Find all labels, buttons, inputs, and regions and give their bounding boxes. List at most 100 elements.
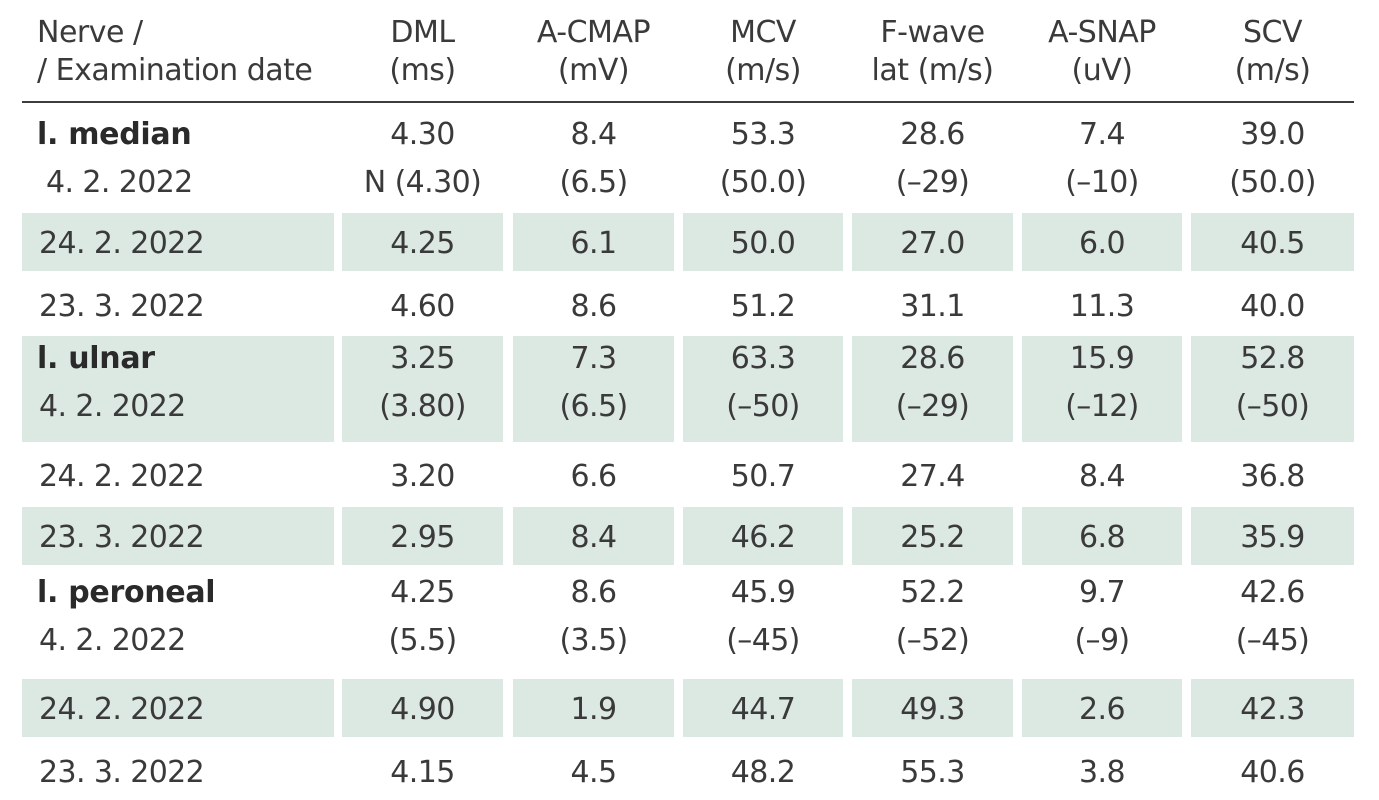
value-cell: 4.25 [390, 575, 455, 610]
nerve-name: l. peroneal [37, 575, 216, 610]
row-band-cell [1191, 679, 1354, 737]
value-cell: 9.7 [1079, 575, 1126, 610]
exam-date: 4. 2. 2022 [39, 623, 186, 658]
row-band-cell [22, 679, 334, 737]
header-cell: DML (ms) [342, 14, 503, 90]
value-cell: 2.95 [390, 520, 455, 555]
value-cell: 8.4 [570, 520, 618, 555]
reference-cell: (–10) [1065, 165, 1139, 200]
value-cell: 4.5 [570, 755, 618, 790]
row-band-cell [22, 213, 334, 271]
value-cell: 2.6 [1079, 692, 1126, 727]
row-band-cell [683, 679, 843, 737]
row-band-cell [683, 213, 843, 271]
value-cell: 31.1 [900, 289, 965, 324]
value-cell: 8.6 [570, 289, 618, 324]
reference-cell: (6.5) [559, 165, 628, 200]
row-band-cell [683, 336, 843, 442]
reference-cell: (–12) [1065, 389, 1139, 424]
value-cell: 3.20 [390, 459, 455, 494]
header-line-2: lat (m/s) [871, 53, 994, 88]
value-cell: 40.0 [1240, 289, 1305, 324]
header-cell: Nerve / / Examination date [37, 14, 337, 90]
exam-date: 4. 2. 2022 [39, 389, 186, 424]
header-cell: MCV (m/s) [683, 14, 843, 90]
value-cell: 7.4 [1079, 117, 1126, 152]
header-line-1: SCV [1242, 15, 1303, 50]
row-band-cell [342, 336, 503, 442]
value-cell: 44.7 [730, 692, 796, 727]
row-band-cell [342, 213, 503, 271]
reference-cell: (–29) [895, 389, 970, 424]
reference-cell: (3.5) [559, 623, 628, 658]
header-line-1: MCV [730, 15, 796, 50]
exam-date: 23. 3. 2022 [39, 755, 205, 790]
value-cell: 46.2 [730, 520, 796, 555]
header-line-2: (m/s) [1234, 53, 1311, 88]
value-cell: 4.60 [390, 289, 455, 324]
reference-cell: (–9) [1074, 623, 1130, 658]
nerve-name: l. median [37, 117, 192, 152]
row-band-cell [852, 679, 1013, 737]
row-band-cell [852, 336, 1013, 442]
reference-cell: (–45) [1235, 623, 1310, 658]
value-cell: 8.4 [570, 117, 618, 152]
header-line-2: (ms) [389, 53, 456, 88]
value-cell: 63.3 [730, 341, 796, 376]
reference-cell: (50.0) [719, 165, 807, 200]
header-line-2: (m/s) [725, 53, 801, 88]
value-cell: 55.3 [900, 755, 965, 790]
value-cell: 3.25 [390, 341, 455, 376]
value-cell: 8.4 [1079, 459, 1126, 494]
value-cell: 50.0 [730, 226, 796, 261]
header-line-2: (uV) [1071, 53, 1133, 88]
value-cell: 40.5 [1240, 226, 1305, 261]
value-cell: 15.9 [1069, 341, 1135, 376]
row-band-cell [1191, 336, 1354, 442]
value-cell: 4.30 [390, 117, 455, 152]
reference-cell: (5.5) [388, 623, 457, 658]
reference-cell: (6.5) [559, 389, 628, 424]
header-cell: F-wave lat (m/s) [852, 14, 1013, 90]
header-cell: SCV (m/s) [1191, 14, 1354, 90]
exam-date: 23. 3. 2022 [39, 520, 205, 555]
value-cell: 49.3 [900, 692, 965, 727]
value-cell: 25.2 [900, 520, 965, 555]
reference-cell: (–52) [895, 623, 970, 658]
reference-cell: (–50) [726, 389, 800, 424]
value-cell: 42.3 [1240, 692, 1305, 727]
row-band-cell [22, 507, 334, 565]
row-band-cell [683, 507, 843, 565]
row-band-cell [1022, 336, 1182, 442]
row-band-cell [342, 679, 503, 737]
value-cell: 11.3 [1069, 289, 1135, 324]
value-cell: 6.0 [1079, 226, 1126, 261]
value-cell: 4.25 [390, 226, 455, 261]
row-band-cell [342, 507, 503, 565]
header-line-2: / Examination date [37, 53, 313, 88]
row-band-cell [852, 213, 1013, 271]
exam-date: 24. 2. 2022 [39, 459, 205, 494]
row-band-cell [513, 213, 674, 271]
value-cell: 45.9 [730, 575, 796, 610]
value-cell: 3.8 [1079, 755, 1126, 790]
value-cell: 48.2 [730, 755, 796, 790]
exam-date: 24. 2. 2022 [39, 692, 205, 727]
value-cell: 35.9 [1240, 520, 1305, 555]
exam-date: 24. 2. 2022 [39, 226, 205, 261]
row-band-cell [513, 507, 674, 565]
row-band-cell [852, 507, 1013, 565]
reference-cell: N (4.30) [363, 165, 482, 200]
reference-cell: (–50) [1235, 389, 1310, 424]
value-cell: 51.2 [730, 289, 796, 324]
value-cell: 7.3 [570, 341, 618, 376]
value-cell: 6.1 [570, 226, 618, 261]
value-cell: 6.8 [1079, 520, 1126, 555]
header-cell: A-CMAP (mV) [513, 14, 674, 90]
value-cell: 6.6 [570, 459, 618, 494]
row-band-cell [1022, 679, 1182, 737]
row-band-cell [1022, 507, 1182, 565]
row-band-cell [513, 679, 674, 737]
header-line-1: DML [390, 15, 455, 50]
header-line-1: F-wave [880, 15, 985, 50]
